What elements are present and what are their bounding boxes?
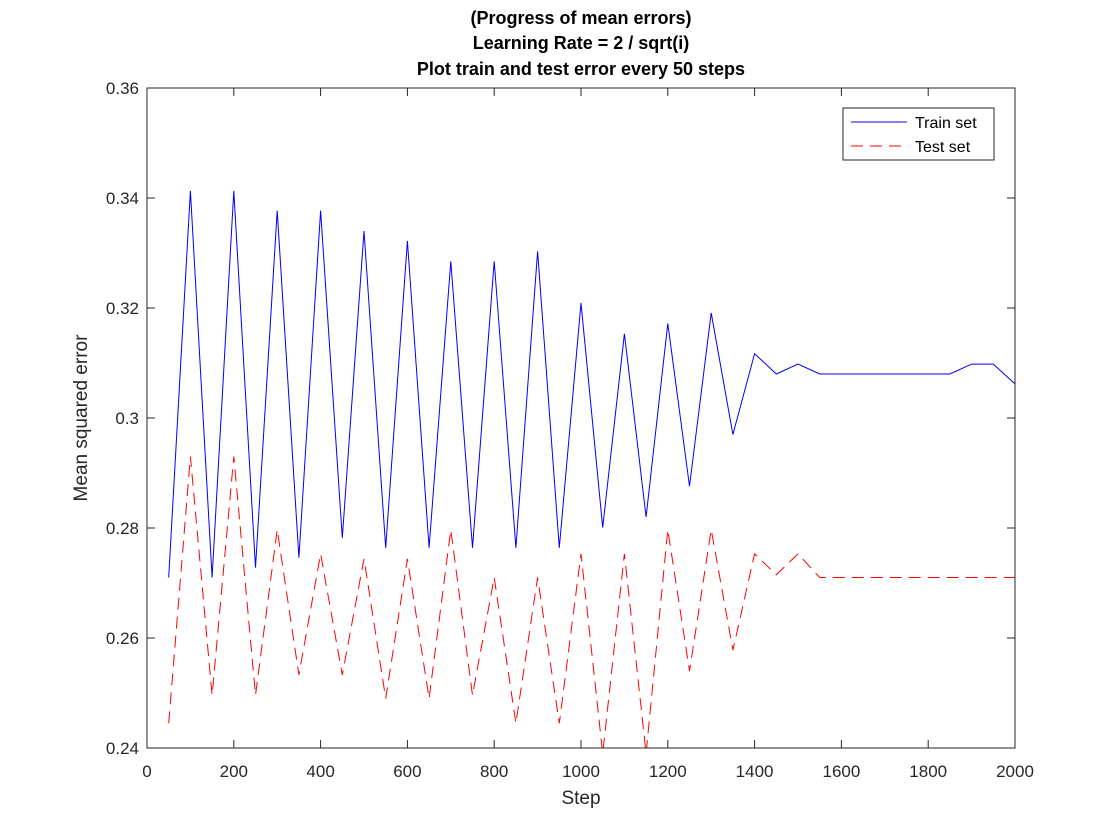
axes-box [146, 87, 1016, 749]
y-tick-label: 0.28 [106, 519, 139, 538]
legend-box [842, 107, 995, 161]
y-tick-label: 0.3 [115, 409, 139, 428]
x-tick-label: 1800 [909, 762, 947, 781]
x-tick-label: 1400 [736, 762, 774, 781]
legend-label-train-set: Train set [915, 115, 977, 132]
x-tick-label: 800 [480, 762, 508, 781]
plot-area: 0 200 400 600 800 1000 1200 1400 1600 1800 2000 0.2… [106, 79, 1034, 781]
chart-title-line-2: Learning Rate = 2 / sqrt(i) [473, 33, 690, 53]
series-line-test-set [168, 456, 1015, 748]
x-tick-label: 400 [306, 762, 334, 781]
y-tick-label: 0.36 [106, 79, 139, 98]
x-tick-label: 1200 [649, 762, 687, 781]
x-tick-label: 600 [393, 762, 421, 781]
x-tick-label: 0 [142, 762, 151, 781]
legend-label-test-set: Test set [915, 139, 971, 156]
y-tick-label: 0.26 [106, 629, 139, 648]
y-tick-label: 0.24 [106, 739, 139, 758]
y-axis-label: Mean squared error [71, 334, 92, 502]
x-tick-label: 2000 [996, 762, 1034, 781]
x-tick-label: 200 [220, 762, 248, 781]
series-line-train-set [168, 190, 1015, 578]
series-lines [168, 190, 1015, 748]
chart-title-line-1: (Progress of mean errors) [470, 8, 691, 28]
x-axis-label: Step [561, 788, 600, 809]
legend: Train set Test set [842, 107, 995, 161]
chart-title-line-3: Plot train and test error every 50 steps [417, 59, 745, 79]
y-tick-label: 0.34 [106, 189, 139, 208]
x-tick-label: 1600 [822, 762, 860, 781]
y-tick-label: 0.32 [106, 299, 139, 318]
axis-ticks: 0 200 400 600 800 1000 1200 1400 1600 1800 2000 0.2… [106, 79, 1034, 781]
x-tick-label: 1000 [562, 762, 600, 781]
